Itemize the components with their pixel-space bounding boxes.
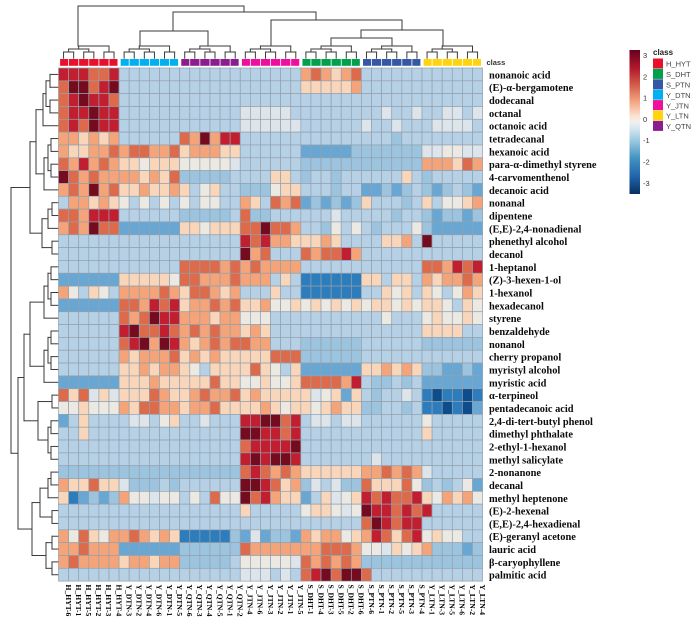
svg-text:lauric acid: lauric acid	[489, 545, 536, 556]
svg-text:Y_JTN: Y_JTN	[666, 101, 689, 110]
svg-text:4-carvomenthenol: 4-carvomenthenol	[489, 173, 569, 184]
svg-text:1-hexanol: 1-hexanol	[489, 289, 532, 300]
svg-text:Y_QTN-4: Y_QTN-4	[205, 585, 214, 617]
svg-text:S_DHT-5: S_DHT-5	[336, 585, 345, 615]
svg-text:1-heptanol: 1-heptanol	[489, 263, 536, 274]
svg-text:tetradecanal: tetradecanal	[489, 135, 545, 146]
svg-text:phenethyl alcohol: phenethyl alcohol	[489, 237, 567, 248]
svg-text:Y_QTN: Y_QTN	[666, 122, 691, 131]
svg-text:Y_JTN-1: Y_JTN-1	[286, 585, 295, 615]
svg-text:Y_DTN-6: Y_DTN-6	[155, 585, 164, 617]
svg-text:α-terpineol: α-terpineol	[489, 391, 538, 402]
svg-text:Y_DTN-1: Y_DTN-1	[165, 585, 174, 617]
svg-text:Y_DTN-2: Y_DTN-2	[135, 585, 144, 617]
svg-text:H_HYT-5: H_HYT-5	[84, 585, 93, 617]
svg-text:Y_LTN: Y_LTN	[666, 112, 689, 121]
svg-text:S_DHT: S_DHT	[666, 70, 691, 79]
svg-text:Y_QTN-3: Y_QTN-3	[195, 585, 204, 617]
svg-text:hexadecanol: hexadecanol	[489, 301, 544, 312]
svg-text:Y_JTN-3: Y_JTN-3	[266, 585, 275, 615]
svg-text:(E)-geranyl acetone: (E)-geranyl acetone	[489, 532, 576, 543]
svg-text:decanol: decanol	[489, 250, 523, 261]
svg-text:nonanal: nonanal	[489, 199, 525, 210]
svg-text:styrene: styrene	[489, 314, 522, 325]
svg-text:Y_DTN: Y_DTN	[666, 91, 691, 100]
svg-text:hexanoic acid: hexanoic acid	[489, 147, 550, 158]
svg-text:myristic acid: myristic acid	[489, 378, 547, 389]
svg-text:β-caryophyllene: β-caryophyllene	[489, 558, 561, 569]
svg-text:-1: -1	[643, 136, 650, 145]
svg-text:Y_QTN-2: Y_QTN-2	[236, 585, 245, 617]
svg-text:S_DHT-4: S_DHT-4	[316, 585, 325, 615]
svg-text:methyl salicylate: methyl salicylate	[489, 455, 564, 466]
svg-text:Y_LTN-3: Y_LTN-3	[437, 585, 446, 616]
svg-text:(E,E)-2,4-nonadienal: (E,E)-2,4-nonadienal	[489, 224, 581, 235]
svg-text:para-α-dimethyl styrene: para-α-dimethyl styrene	[489, 160, 597, 171]
svg-text:0: 0	[643, 115, 647, 124]
svg-text:Y_DTN-5: Y_DTN-5	[175, 585, 184, 617]
svg-text:Y_LTN-5: Y_LTN-5	[448, 585, 457, 616]
svg-text:S_PTN-5: S_PTN-5	[397, 585, 406, 615]
svg-text:H_HYT-1: H_HYT-1	[74, 585, 83, 617]
svg-text:H_HYT-2: H_HYT-2	[94, 585, 103, 617]
svg-text:decanoic acid: decanoic acid	[489, 186, 549, 197]
svg-text:(Z)-3-hexen-1-ol: (Z)-3-hexen-1-ol	[489, 276, 561, 287]
svg-text:S_PTN-4: S_PTN-4	[417, 585, 426, 615]
svg-text:Y_DTN-3: Y_DTN-3	[124, 585, 133, 617]
svg-text:H_HYT-4: H_HYT-4	[114, 585, 123, 617]
svg-text:S_PTN-2: S_PTN-2	[387, 585, 396, 615]
svg-text:S_PTN-6: S_PTN-6	[367, 585, 376, 615]
svg-text:H_HYT-3: H_HYT-3	[104, 585, 113, 617]
svg-text:nonanoic acid: nonanoic acid	[489, 70, 551, 81]
svg-text:Y_JTN-2: Y_JTN-2	[276, 585, 285, 615]
svg-text:1: 1	[643, 94, 647, 103]
svg-text:myristyl alcohol: myristyl alcohol	[489, 365, 560, 376]
svg-text:nonanol: nonanol	[489, 340, 525, 351]
svg-text:S_DHT-2: S_DHT-2	[347, 585, 356, 615]
svg-text:2-ethyl-1-hexanol: 2-ethyl-1-hexanol	[489, 442, 566, 453]
svg-text:H_HYT-6: H_HYT-6	[64, 585, 73, 617]
svg-text:dipentene: dipentene	[489, 212, 533, 223]
svg-text:benzaldehyde: benzaldehyde	[489, 327, 550, 338]
svg-text:Y_JTN-6: Y_JTN-6	[256, 585, 265, 615]
svg-text:palmitic acid: palmitic acid	[489, 571, 547, 582]
svg-text:dodecanal: dodecanal	[489, 96, 534, 107]
svg-text:S_DHT-3: S_DHT-3	[326, 585, 335, 615]
svg-text:2,4-di-tert-butyl phenol: 2,4-di-tert-butyl phenol	[489, 417, 593, 428]
svg-text:class: class	[487, 58, 506, 67]
svg-text:S_DHT-6: S_DHT-6	[357, 585, 366, 615]
svg-text:Y_QTN-1: Y_QTN-1	[225, 585, 234, 617]
svg-text:dimethyl phthalate: dimethyl phthalate	[489, 430, 573, 441]
svg-text:Y_LTN-1: Y_LTN-1	[427, 585, 436, 616]
svg-text:Y_JTN-5: Y_JTN-5	[296, 585, 305, 615]
svg-text:(E)-2-hexenal: (E)-2-hexenal	[489, 507, 549, 518]
svg-text:-2: -2	[643, 158, 650, 167]
svg-text:S_PTN-3: S_PTN-3	[407, 585, 416, 615]
svg-text:(E)-α-bergamotene: (E)-α-bergamotene	[489, 83, 574, 94]
svg-text:Y_JTN-4: Y_JTN-4	[246, 585, 255, 615]
svg-text:pentadecanoic acid: pentadecanoic acid	[489, 404, 574, 415]
svg-text:cherry propanol: cherry propanol	[489, 353, 561, 364]
svg-text:3: 3	[643, 51, 647, 60]
svg-text:octanoic acid: octanoic acid	[489, 122, 547, 133]
svg-text:Y_LTN-4: Y_LTN-4	[478, 585, 487, 616]
svg-text:Y_QTN-6: Y_QTN-6	[185, 585, 194, 617]
svg-text:S_PTN-1: S_PTN-1	[377, 585, 386, 615]
svg-text:S_PTN: S_PTN	[666, 81, 690, 90]
svg-text:(E,E)-2,4-hexadienal: (E,E)-2,4-hexadienal	[489, 519, 580, 530]
svg-text:decanal: decanal	[489, 481, 523, 492]
svg-text:Y_LTN-2: Y_LTN-2	[468, 585, 477, 616]
svg-text:Y_DTN-4: Y_DTN-4	[145, 585, 154, 617]
svg-text:Y_QTN-5: Y_QTN-5	[215, 585, 224, 617]
svg-text:2: 2	[643, 72, 647, 81]
svg-text:Y_LTN-6: Y_LTN-6	[458, 585, 467, 616]
svg-text:octanal: octanal	[489, 109, 521, 120]
svg-text:2-nonanone: 2-nonanone	[489, 468, 541, 479]
svg-text:-3: -3	[643, 179, 650, 188]
svg-text:methyl heptenone: methyl heptenone	[489, 494, 568, 505]
svg-text:H_HYT: H_HYT	[666, 60, 691, 69]
svg-text:S_DHT-1: S_DHT-1	[306, 585, 315, 615]
svg-text:class: class	[653, 48, 674, 57]
